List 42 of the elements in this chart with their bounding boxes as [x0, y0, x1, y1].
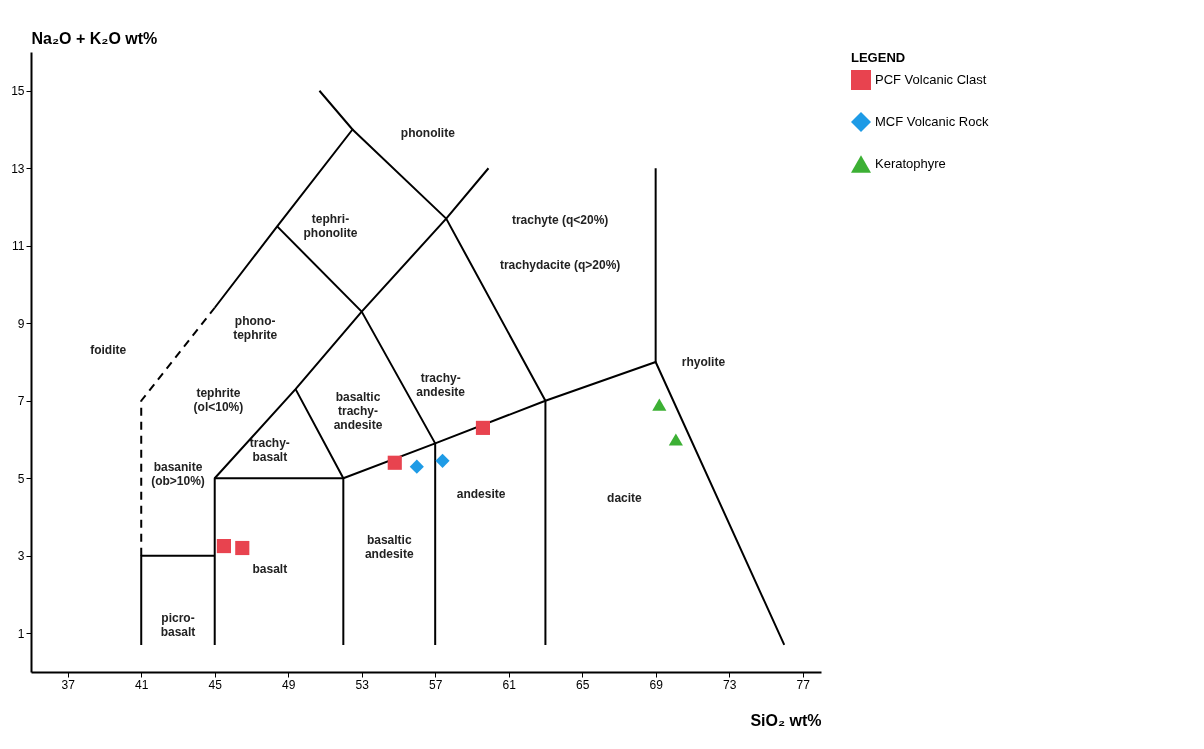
x-tick-label: 57: [429, 677, 443, 692]
x-tick-label: 53: [355, 677, 370, 692]
x-tick-label: 61: [502, 677, 517, 692]
annotation: phono- tephrite: [233, 314, 278, 343]
x-tick-label: 77: [796, 677, 811, 692]
y-tick-label: 1: [17, 626, 25, 641]
x-axis-title: SiO₂ wt%: [750, 711, 822, 729]
y-tick-label: 11: [12, 239, 25, 254]
annotation: foidite: [90, 343, 127, 358]
x-tick-label: 37: [61, 677, 76, 692]
x-tick-label: 73: [722, 677, 737, 692]
x-tick-label: 49: [282, 677, 296, 692]
x-tick-label: 41: [135, 677, 149, 692]
annotation: phonolite: [400, 126, 456, 141]
annotation: basalt: [252, 562, 288, 577]
legend-label: PCF Volcanic Clast: [875, 72, 987, 87]
x-tick-label: 69: [649, 677, 664, 692]
y-tick-label: 3: [17, 549, 25, 564]
y-tick-label: 5: [17, 471, 25, 486]
annotation: trachydacite (q>20%): [499, 258, 621, 273]
legend-title: LEGEND: [851, 50, 906, 65]
annotation: trachyte (q<20%): [511, 213, 609, 228]
annotation: rhyolite: [681, 355, 726, 369]
annotation: picro- basalt: [160, 610, 196, 639]
annotation: tephrite (ol<10%): [193, 386, 244, 414]
x-tick-label: 45: [208, 677, 223, 692]
annotation: trachy- andesite: [416, 370, 466, 399]
y-axis-title: Na₂O + K₂O wt%: [31, 29, 158, 47]
legend-label: MCF Volcanic Rock: [875, 114, 989, 129]
legend-label: Keratophyre: [875, 156, 946, 171]
annotation: basanite (ob>10%): [151, 459, 205, 488]
annotation: tephri- phonolite: [303, 211, 358, 240]
annotation: trachy- basalt: [249, 436, 290, 465]
y-tick-label: 7: [17, 394, 25, 409]
y-tick-label: 13: [11, 161, 25, 176]
x-tick-label: 65: [575, 677, 590, 692]
annotation: andesite: [456, 486, 506, 501]
annotation: basaltic andesite: [364, 533, 414, 562]
y-tick-label: 15: [11, 84, 25, 99]
annotation: basaltic trachy- andesite: [333, 389, 383, 432]
annotation: dacite: [607, 490, 643, 505]
y-tick-label: 9: [17, 316, 25, 331]
